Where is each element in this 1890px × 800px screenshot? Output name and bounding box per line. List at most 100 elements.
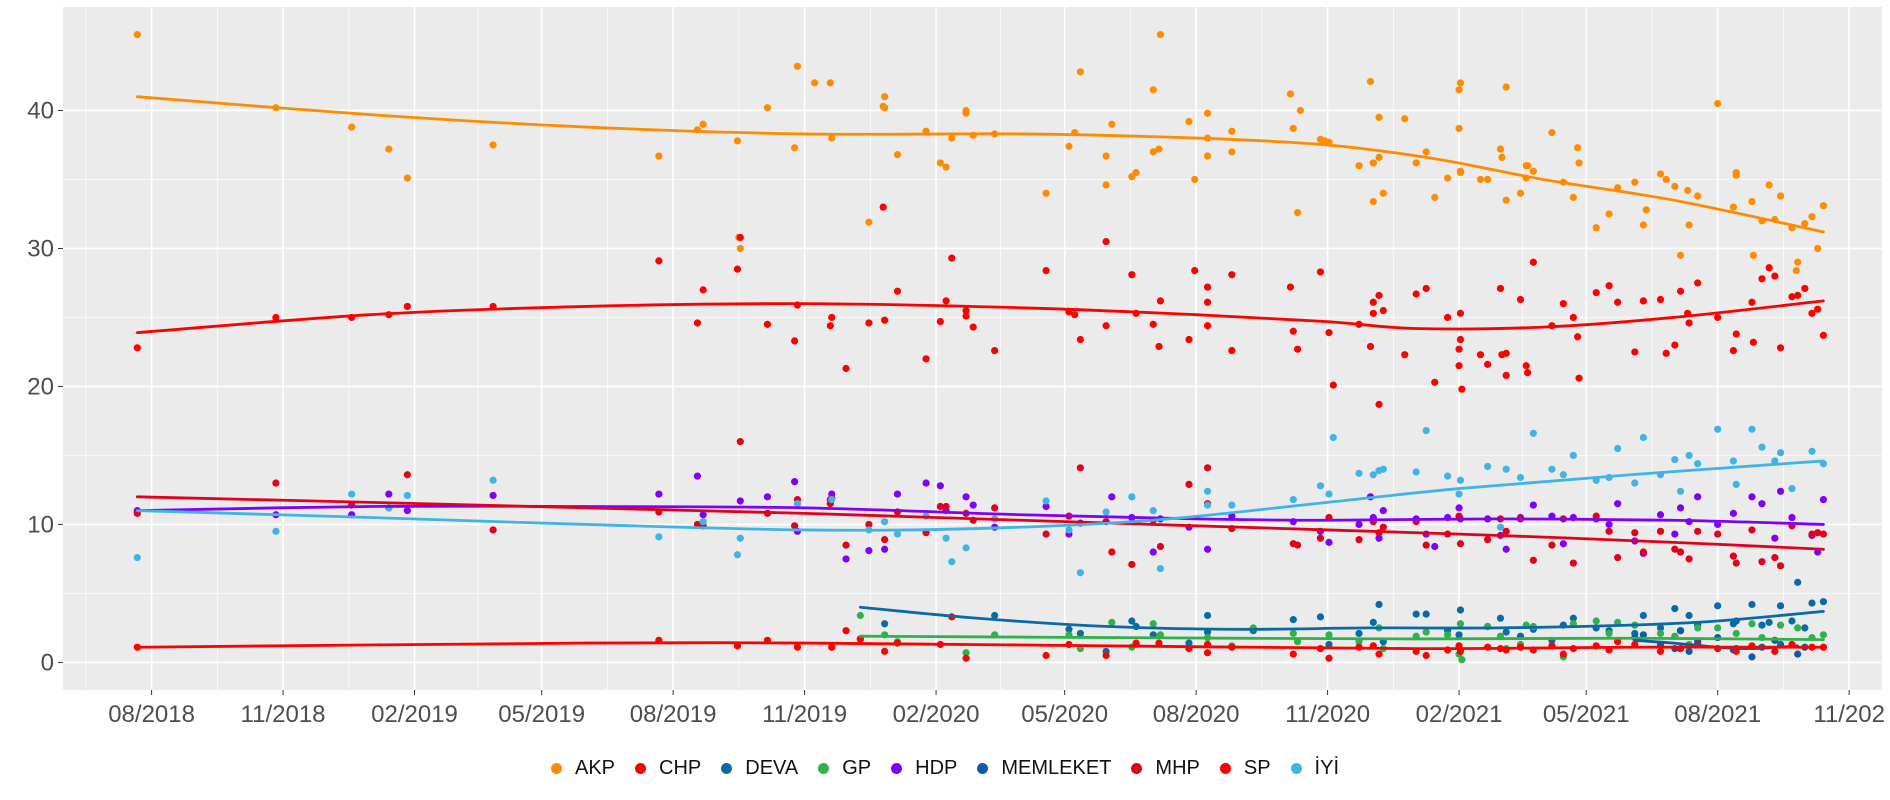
- data-point: [1412, 159, 1420, 167]
- data-point: [865, 547, 873, 555]
- data-point: [1771, 553, 1779, 562]
- data-point: [1614, 500, 1622, 508]
- data-point: [1431, 378, 1439, 386]
- data-point: [1729, 203, 1737, 211]
- data-point: [1185, 639, 1193, 647]
- data-point: [1412, 290, 1420, 298]
- x-tick-label: 11/202: [1813, 701, 1885, 728]
- data-point: [1605, 210, 1613, 218]
- data-point: [1455, 124, 1463, 133]
- data-point: [1639, 221, 1647, 229]
- data-point: [1128, 560, 1136, 569]
- data-point: [1128, 271, 1136, 279]
- data-point: [1605, 527, 1613, 535]
- data-point: [1656, 511, 1665, 519]
- data-point: [842, 627, 850, 635]
- data-point: [1808, 530, 1816, 538]
- data-point: [936, 159, 944, 167]
- data-point: [1662, 349, 1670, 357]
- data-point: [962, 654, 970, 662]
- data-point: [1286, 90, 1295, 98]
- data-point: [791, 337, 799, 345]
- data-point: [1316, 534, 1325, 542]
- y-tick-label: 20: [27, 373, 54, 400]
- data-point: [1676, 548, 1685, 556]
- data-point: [1412, 468, 1420, 476]
- x-tick-label: 08/2021: [1674, 701, 1761, 728]
- data-point: [1631, 178, 1639, 186]
- data-point: [1502, 545, 1510, 553]
- data-point: [1203, 298, 1212, 306]
- data-point: [1685, 451, 1693, 460]
- data-point: [1289, 495, 1297, 504]
- data-point: [1203, 501, 1212, 509]
- data-point: [1456, 606, 1465, 614]
- data-point: [1293, 345, 1302, 353]
- data-point: [1671, 530, 1679, 538]
- data-point: [1379, 306, 1387, 315]
- data-point: [1228, 148, 1236, 156]
- data-point: [1569, 614, 1577, 622]
- x-tick-label: 08/2020: [1153, 701, 1240, 728]
- data-point: [1455, 86, 1463, 94]
- data-point: [842, 541, 850, 549]
- data-point: [1042, 530, 1050, 538]
- data-point: [1203, 545, 1212, 553]
- data-point: [1108, 120, 1116, 128]
- data-point: [1401, 351, 1409, 359]
- data-point: [1065, 625, 1073, 633]
- data-point: [403, 302, 411, 311]
- data-point: [1498, 153, 1506, 161]
- data-point: [1671, 182, 1679, 190]
- x-tick-label: 05/2019: [498, 701, 585, 728]
- data-point: [403, 491, 411, 500]
- data-point: [1476, 175, 1485, 184]
- data-point: [1502, 628, 1510, 636]
- data-point: [1293, 208, 1302, 217]
- data-point: [1729, 346, 1737, 355]
- data-point: [948, 254, 956, 262]
- data-point: [1042, 266, 1050, 275]
- data-point: [1191, 266, 1199, 275]
- grid-minor: [63, 7, 1882, 690]
- legend-dot-icon: [1131, 763, 1143, 774]
- data-point: [1656, 527, 1665, 535]
- data-point: [1422, 610, 1430, 618]
- data-point: [1076, 68, 1084, 76]
- data-point: [1729, 552, 1737, 560]
- x-tick-label: 11/2018: [241, 701, 326, 728]
- data-point: [1412, 610, 1420, 618]
- data-point: [1185, 117, 1193, 126]
- data-point: [881, 104, 889, 112]
- data-point: [1814, 529, 1822, 537]
- data-point: [1496, 523, 1505, 531]
- data-point: [1042, 189, 1050, 197]
- data-point: [1455, 631, 1463, 639]
- data-point: [1456, 79, 1465, 87]
- data-point: [1155, 145, 1163, 153]
- data-point: [1671, 545, 1679, 553]
- data-point: [826, 79, 834, 87]
- data-point: [1694, 279, 1702, 287]
- data-point: [991, 611, 999, 620]
- data-point: [1748, 298, 1756, 306]
- legend-dot-icon: [550, 763, 562, 774]
- data-point: [1548, 128, 1556, 137]
- data-point: [133, 344, 141, 352]
- data-point: [1325, 654, 1333, 662]
- data-point: [1656, 624, 1665, 632]
- data-point: [699, 286, 707, 294]
- data-point: [791, 522, 799, 530]
- data-point: [1516, 473, 1525, 482]
- data-point: [1569, 193, 1577, 202]
- data-point: [1329, 381, 1337, 389]
- data-point: [1714, 313, 1722, 322]
- data-point: [1529, 501, 1537, 509]
- legend-item: HDP: [891, 757, 957, 780]
- legend-item: SP: [1219, 757, 1271, 780]
- data-point: [936, 317, 944, 326]
- data-point: [1748, 493, 1756, 501]
- legend-item: MHP: [1131, 757, 1200, 780]
- data-point: [1502, 371, 1510, 380]
- data-points: [133, 30, 1828, 664]
